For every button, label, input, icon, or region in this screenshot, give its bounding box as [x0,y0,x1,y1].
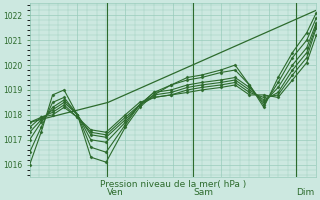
Text: Sam: Sam [193,188,213,197]
Text: Dim: Dim [296,188,315,197]
X-axis label: Pression niveau de la mer( hPa ): Pression niveau de la mer( hPa ) [100,180,246,189]
Text: Ven: Ven [107,188,124,197]
